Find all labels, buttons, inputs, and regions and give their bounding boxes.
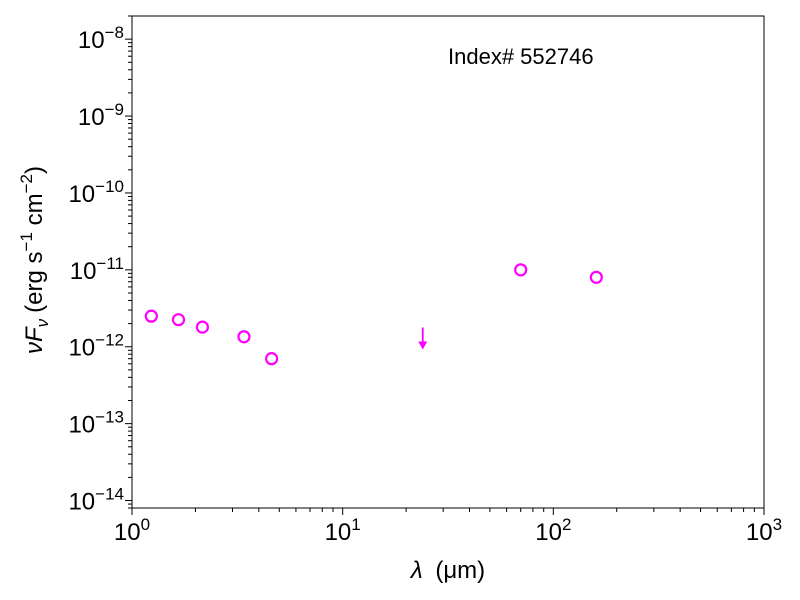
data-points xyxy=(144,263,603,366)
data-point xyxy=(144,309,158,323)
upper-limit-head xyxy=(418,341,428,350)
x-tick-label: 100 xyxy=(114,515,150,546)
x-tick-exponent: 0 xyxy=(141,515,150,534)
y-axis-label: νFν (erg s−1 cm−2) xyxy=(17,166,52,354)
y-axis-label-unit-1: (erg s xyxy=(21,251,48,312)
y-tick-label: 10−11 xyxy=(70,254,124,285)
x-axis-label-unit: (μm) xyxy=(435,557,485,584)
y-tick-exponent: −10 xyxy=(95,177,124,196)
y-tick-base: 10 xyxy=(68,489,95,516)
x-tick-label: 102 xyxy=(535,515,571,546)
x-tick-exponent: 1 xyxy=(351,515,360,534)
y-tick-label: 10−9 xyxy=(78,100,124,131)
index-annotation: Index# 552746 xyxy=(448,44,594,69)
y-tick-base: 10 xyxy=(78,27,105,54)
x-tick-exponent: 3 xyxy=(773,515,782,534)
upper-limit-arrow xyxy=(418,327,428,350)
y-axis-label-symbol: νF xyxy=(21,326,48,354)
x-axis-label-symbol: λ xyxy=(409,557,423,584)
data-point xyxy=(237,330,251,344)
y-tick-label: 10−14 xyxy=(68,485,124,516)
data-point xyxy=(589,270,603,284)
y-tick-base: 10 xyxy=(68,181,95,208)
upper-limits xyxy=(418,327,428,350)
y-tick-label: 10−12 xyxy=(68,331,124,362)
y-axis-label-unit-5: ) xyxy=(21,166,48,174)
y-tick-base: 10 xyxy=(68,412,95,439)
y-tick-label: 10−13 xyxy=(68,408,124,439)
data-point xyxy=(171,313,186,327)
y-tick-exponent: −12 xyxy=(95,331,124,350)
x-tick-base: 10 xyxy=(746,519,773,546)
y-axis-label-unit-4: −2 xyxy=(17,174,36,193)
y-tick-exponent: −14 xyxy=(95,485,124,504)
y-tick-label: 10−10 xyxy=(68,177,124,208)
plot-frame xyxy=(131,15,765,509)
y-tick-exponent: −11 xyxy=(96,254,124,273)
y-tick-base: 10 xyxy=(78,104,105,131)
y-tick-label: 10−8 xyxy=(78,23,124,54)
y-axis-label-subscript: ν xyxy=(33,318,52,327)
y-axis-label-unit-3: cm xyxy=(21,193,48,232)
y-tick-exponent: −8 xyxy=(105,23,124,42)
data-point xyxy=(265,352,279,366)
x-axis-label: λ (μm) xyxy=(409,557,485,584)
y-axis-label-unit-2: −1 xyxy=(17,232,36,251)
y-tick-exponent: −9 xyxy=(105,100,124,119)
x-tick-exponent: 2 xyxy=(562,515,571,534)
y-tick-base: 10 xyxy=(68,335,95,362)
y-tick-exponent: −13 xyxy=(95,408,124,427)
x-tick-base: 10 xyxy=(535,519,562,546)
x-tick-base: 10 xyxy=(114,519,141,546)
x-tick-label: 101 xyxy=(325,515,361,546)
data-point xyxy=(195,320,210,334)
y-tick-base: 10 xyxy=(70,258,97,285)
data-point xyxy=(514,263,528,277)
x-tick-label: 103 xyxy=(746,515,782,546)
x-axis-ticks: 100 101 102 103 xyxy=(114,508,782,546)
x-tick-base: 10 xyxy=(325,519,352,546)
